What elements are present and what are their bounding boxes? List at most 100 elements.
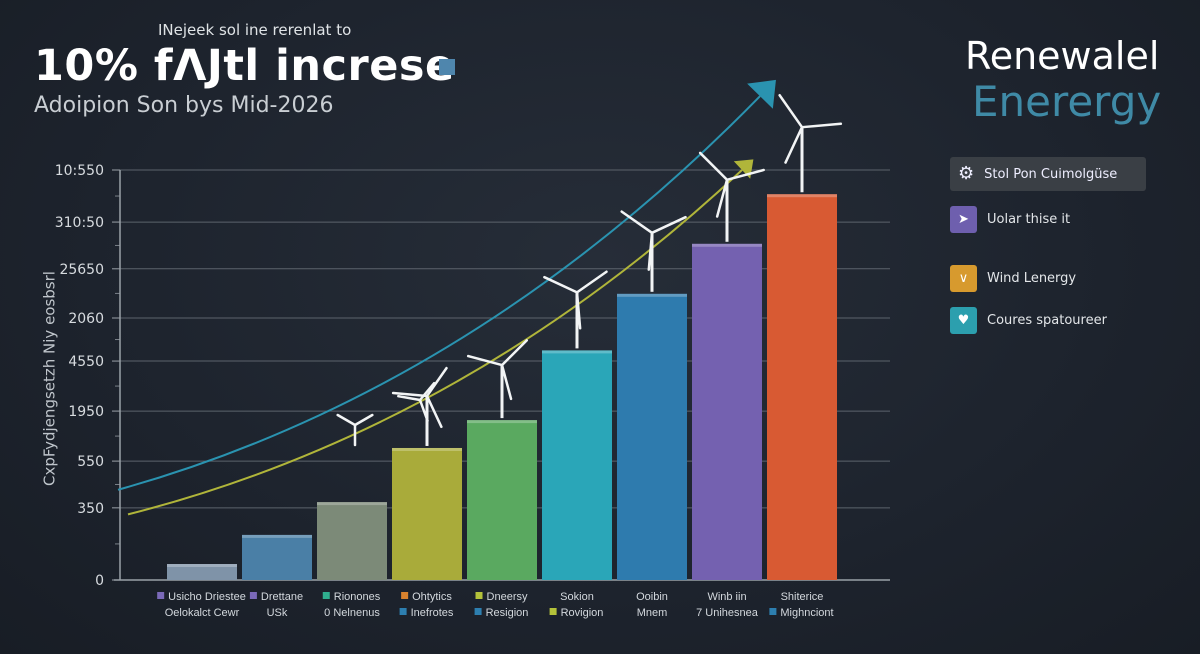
- y-tick-label: 0: [95, 573, 104, 589]
- x-tick-label: Rovigion: [561, 607, 604, 619]
- y-tick-label: 310:50: [55, 215, 104, 231]
- x-tick-label: Sokion: [560, 591, 594, 603]
- x-tick-label: Winb iin: [707, 591, 746, 603]
- bar-highlight: [617, 293, 687, 297]
- turbine-blade: [425, 394, 443, 429]
- turbine-blade: [391, 391, 429, 398]
- x-tick-label: USk: [267, 607, 288, 619]
- x-tick-label: Dneersy: [487, 591, 528, 603]
- legend-marker: [549, 608, 557, 615]
- turbine-blade: [725, 168, 765, 182]
- x-tick-label: Usicho Driestee: [168, 591, 246, 603]
- bird-icon: ➤: [950, 206, 977, 233]
- y-tick-label: 350: [77, 501, 104, 517]
- x-tick-label: Inefrotes: [411, 607, 454, 619]
- legend-marker: [401, 592, 409, 599]
- turbine-blade: [575, 270, 608, 294]
- legend-marker: [769, 608, 777, 615]
- x-tick-label: Ohtytics: [412, 591, 452, 603]
- bar-highlight: [542, 350, 612, 354]
- turbine-blade: [650, 215, 687, 235]
- x-tick-label: 7 Unihesnea: [696, 607, 759, 619]
- y-tick-label: 550: [77, 454, 104, 470]
- turbine-blade: [425, 366, 448, 398]
- x-tick-label: Drettane: [261, 591, 303, 603]
- legend-item: ➤ Uolar thise it: [950, 206, 1070, 233]
- legend-marker: [249, 592, 257, 599]
- legend: ⚙ Stol Pon Cuimolgüse ➤ Uolar thise it ∨…: [950, 157, 1150, 334]
- x-tick-label: Ooibin: [636, 591, 668, 603]
- y-tick-label: 4550: [68, 354, 104, 370]
- bar-highlight: [317, 502, 387, 506]
- x-tick-label: 0 Nelnenus: [324, 607, 380, 619]
- x-tick-label: Mighnciont: [780, 607, 833, 619]
- x-tick-label: Resigion: [486, 607, 529, 619]
- turbine-blade: [800, 122, 843, 129]
- legend-marker: [475, 592, 483, 599]
- turbine-blade: [500, 339, 528, 367]
- trend-line: [127, 169, 743, 516]
- turbine-blade: [418, 398, 429, 422]
- bar-highlight: [242, 534, 312, 538]
- x-tick-label: Mnem: [637, 607, 668, 619]
- bar-highlight: [767, 194, 837, 198]
- chevron-icon: ∨: [950, 265, 977, 292]
- chart-title: 10% fɅJtl increse: [34, 41, 455, 91]
- bar-highlight: [692, 243, 762, 247]
- legend-label: Wind Lenergy: [987, 271, 1077, 286]
- turbine-blade: [715, 178, 729, 218]
- y-tick-label: 1950: [68, 404, 104, 420]
- bar-highlight: [467, 420, 537, 424]
- trend-line: [117, 95, 761, 491]
- legend-header[interactable]: ⚙ Stol Pon Cuimolgüse: [950, 157, 1146, 191]
- bar: [242, 534, 312, 580]
- y-tick-label: 2060: [68, 311, 104, 327]
- brand-title-line1: Renewalel: [965, 34, 1160, 78]
- y-tick-label: 10:550: [55, 163, 104, 179]
- bar-highlight: [392, 447, 462, 451]
- x-tick-label: Oelokalct Cewr: [165, 607, 240, 619]
- bar: [767, 194, 837, 580]
- title-square-marker: [439, 59, 455, 75]
- turbine-blade: [784, 125, 804, 164]
- bar: [317, 502, 387, 580]
- bar-highlight: [167, 564, 237, 568]
- turbine-blade: [543, 275, 579, 294]
- legend-label: Uolar thise it: [987, 212, 1071, 227]
- turbine-blade: [500, 363, 513, 401]
- legend-item: ♥ Coures spatoureer: [950, 307, 1107, 334]
- bar: [392, 447, 462, 580]
- gear-icon: ⚙: [958, 163, 975, 184]
- bar: [692, 243, 762, 581]
- legend-header-label: Stol Pon Cuimolgüse: [984, 166, 1118, 182]
- bird-icon: ♥: [950, 307, 977, 334]
- x-tick-label: Shiterice: [781, 591, 824, 603]
- turbine-blade: [466, 354, 504, 367]
- legend-marker: [474, 608, 482, 615]
- legend-item: ∨ Wind Lenergy: [950, 265, 1076, 292]
- legend-label: Coures spatoureer: [987, 313, 1107, 328]
- turbine-blade: [620, 210, 654, 235]
- legend-marker: [399, 608, 407, 615]
- turbine-blade: [698, 151, 729, 182]
- brand-title-line2: Enerergy: [972, 77, 1162, 126]
- trend-arrowhead: [747, 79, 776, 109]
- legend-marker: [157, 592, 165, 599]
- turbine-blade: [418, 381, 436, 402]
- turbine-blade: [647, 231, 654, 271]
- turbine-blade: [575, 291, 582, 330]
- bar: [542, 350, 612, 580]
- turbine-blade: [397, 394, 422, 402]
- legend-marker: [322, 592, 330, 599]
- bar: [167, 564, 237, 580]
- chart-subtitle: Adoipion Son bys Mid-2026: [34, 93, 334, 118]
- bar: [617, 293, 687, 580]
- turbine-blade: [778, 93, 804, 129]
- x-tick-label: Rionones: [334, 591, 381, 603]
- kicker-text: INejeek sol ine rerenlat to: [158, 21, 352, 39]
- turbine-blade: [353, 413, 374, 427]
- y-tick-label: 25650: [59, 262, 104, 278]
- turbine-blade: [336, 413, 357, 427]
- bar: [467, 420, 537, 580]
